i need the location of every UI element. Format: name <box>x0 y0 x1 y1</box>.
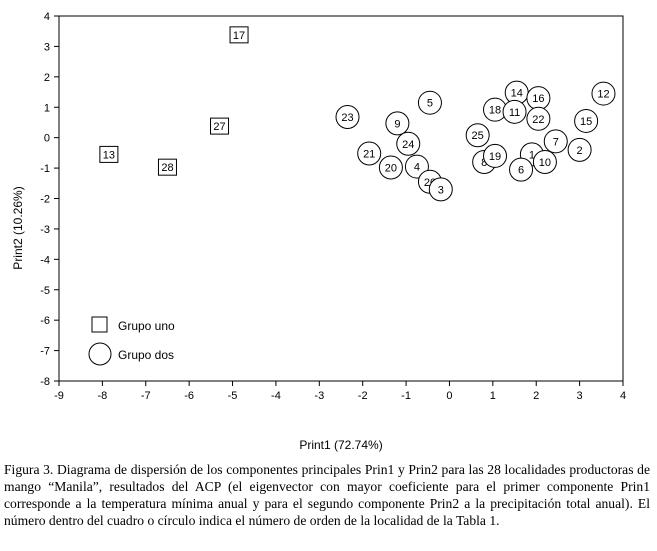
point-label: 16 <box>532 93 544 105</box>
point-label: 14 <box>511 88 523 100</box>
data-point-3: 3 <box>429 178 452 201</box>
data-point-11: 11 <box>503 100 526 123</box>
data-point-7: 7 <box>544 130 567 153</box>
point-label: 22 <box>532 114 544 126</box>
point-label: 21 <box>363 148 375 160</box>
point-label: 17 <box>233 30 245 42</box>
y-tick-label: -5 <box>40 285 50 297</box>
y-axis-label: Print2 (10.26%) <box>11 186 25 269</box>
legend-label-grupo-dos: Grupo dos <box>118 348 174 362</box>
y-tick-label: 3 <box>44 41 50 53</box>
point-label: 9 <box>394 118 400 130</box>
legend-circle-marker <box>89 343 111 365</box>
y-tick-label: -8 <box>40 376 50 388</box>
legend-label-grupo-uno: Grupo uno <box>118 319 175 333</box>
x-tick-label: -8 <box>97 390 107 402</box>
x-tick-label: -7 <box>141 390 151 402</box>
y-tick-label: 1 <box>44 102 50 114</box>
point-label: 6 <box>518 165 524 177</box>
point-label: 18 <box>489 105 501 117</box>
point-label: 5 <box>427 98 433 110</box>
x-tick-label: -5 <box>228 390 238 402</box>
x-tick-label: 0 <box>446 390 452 402</box>
y-tick-label: -3 <box>40 224 50 236</box>
axis-ticks: -9 -8 -7 -6 -5 -4 -3 -2 -1 0 1 2 3 443210-1-2-3-4-5-6… <box>40 11 626 402</box>
y-tick-label: -4 <box>40 254 50 266</box>
point-label: 25 <box>472 130 484 142</box>
data-point-21: 21 <box>358 142 381 165</box>
point-label: 4 <box>414 162 420 174</box>
x-tick-label: 4 <box>620 390 626 402</box>
point-label: 12 <box>597 89 609 101</box>
data-point-6: 6 <box>510 158 533 181</box>
data-point-10: 10 <box>533 151 556 174</box>
x-axis-label: Print1 (72.74%) <box>299 438 382 452</box>
data-point-27: 27 <box>211 118 229 134</box>
data-point-5: 5 <box>418 91 441 114</box>
point-label: 2 <box>577 145 583 157</box>
data-point-16: 16 <box>527 87 550 110</box>
x-tick-label: 3 <box>577 390 583 402</box>
legend: Grupo uno Grupo dos <box>89 317 175 365</box>
point-label: 27 <box>213 121 225 133</box>
y-tick-label: 2 <box>44 72 50 84</box>
y-tick-label: 0 <box>44 133 50 145</box>
point-label: 3 <box>438 184 444 196</box>
figure-caption: Figura 3. Diagrama de dispersión de los … <box>4 461 650 529</box>
x-tick-label: -2 <box>358 390 368 402</box>
x-tick-label: -1 <box>401 390 411 402</box>
point-label: 23 <box>341 112 353 124</box>
point-label: 13 <box>103 149 115 161</box>
y-tick-label: 4 <box>44 11 50 23</box>
data-point-20: 20 <box>379 156 402 179</box>
y-tick-label: -7 <box>40 346 50 358</box>
y-tick-label: -6 <box>40 315 50 327</box>
data-point-22: 22 <box>527 107 550 130</box>
y-tick-label: -1 <box>40 163 50 175</box>
point-label: 20 <box>385 162 397 174</box>
data-point-12: 12 <box>592 82 615 105</box>
data-point-24: 24 <box>397 132 420 155</box>
point-label: 19 <box>489 151 501 163</box>
data-point-2: 2 <box>568 138 591 161</box>
data-point-17: 17 <box>230 27 248 43</box>
scatter-plot: -9 -8 -7 -6 -5 -4 -3 -2 -1 0 1 2 3 443210-1-2-3-4-5-6… <box>0 0 657 460</box>
point-label: 15 <box>580 116 592 128</box>
data-point-28: 28 <box>158 159 176 175</box>
x-tick-label: -3 <box>314 390 324 402</box>
point-label: 11 <box>509 107 520 119</box>
point-label: 10 <box>539 157 551 169</box>
y-tick-label: -2 <box>40 194 50 206</box>
x-tick-label: -9 <box>54 390 64 402</box>
point-label: 28 <box>161 162 173 174</box>
point-label: 7 <box>553 136 559 148</box>
data-point-23: 23 <box>336 105 359 128</box>
legend-square-marker <box>92 317 107 332</box>
data-point-9: 9 <box>386 112 409 135</box>
data-point-15: 15 <box>575 109 598 132</box>
x-tick-label: -4 <box>271 390 281 402</box>
x-tick-label: 2 <box>533 390 539 402</box>
x-tick-label: -6 <box>184 390 194 402</box>
point-label: 24 <box>402 139 414 151</box>
data-point-13: 13 <box>100 146 118 162</box>
x-tick-label: 1 <box>490 390 496 402</box>
data-point-25: 25 <box>466 124 489 147</box>
data-point-19: 19 <box>484 144 507 167</box>
